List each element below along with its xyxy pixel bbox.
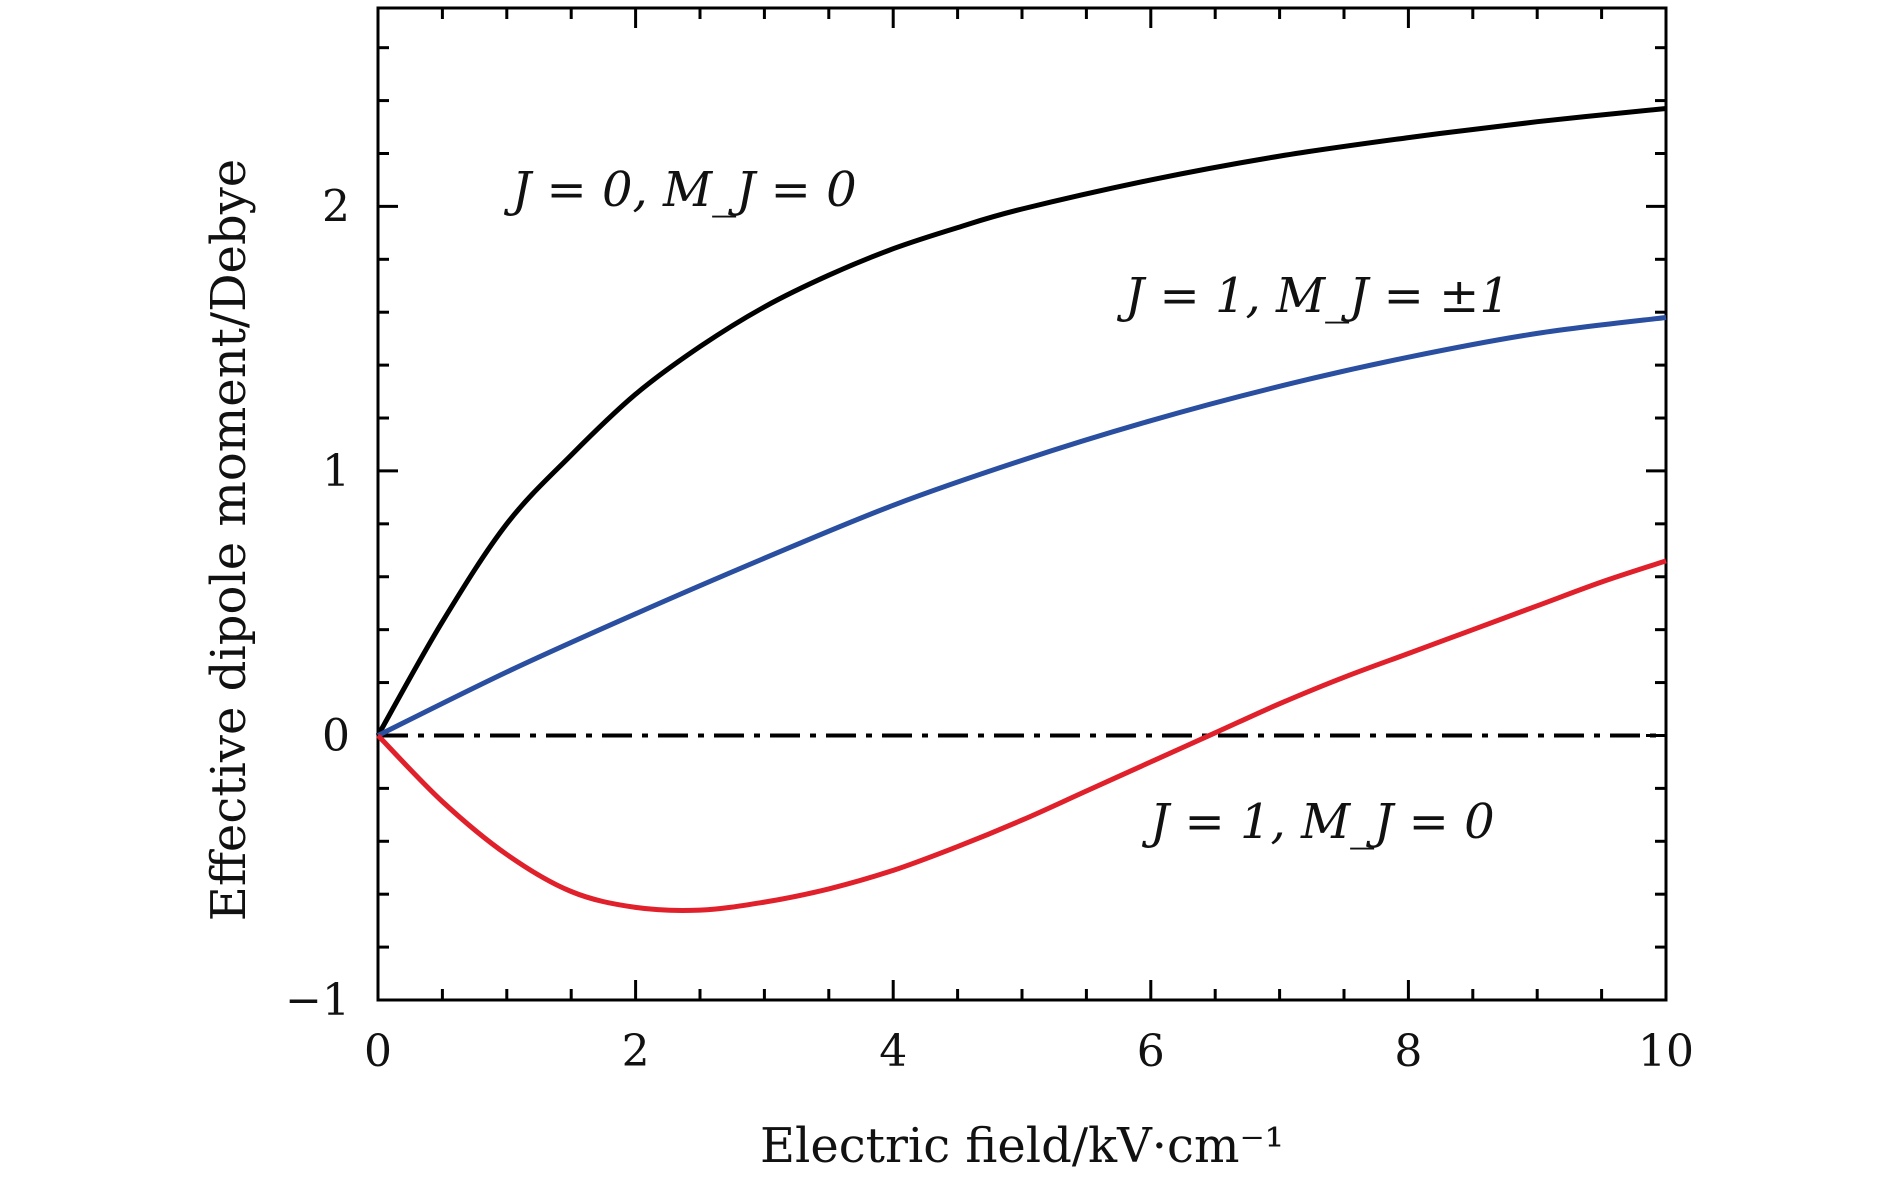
series-line-1 [375,106,1667,737]
plot-frame [376,6,1668,1002]
annotation-j1-mj-pm1: J = 1, M_J = ±1 [1116,268,1510,324]
x-tick-label: 10 [1638,1026,1694,1077]
x-tick-label: 0 [364,1026,392,1077]
annotation-j0-mj0: J = 0, M_J = 0 [503,162,857,218]
annotation-j1-mj0-text: J = 1, M_J = 0 [1141,794,1495,850]
y-tick-label: 2 [322,181,350,232]
annotation-j1-mj0: J = 1, M_J = 0 [1141,794,1495,850]
series-layer [375,106,1667,913]
y-tick-label: −1 [285,975,350,1026]
series-line-2 [376,315,1667,738]
axis-ticks [376,8,1668,1002]
y-tick-label: 0 [322,710,350,761]
x-tick-label: 8 [1394,1026,1422,1077]
x-tick-label: 6 [1137,1026,1165,1077]
x-tick-label: 4 [879,1026,907,1077]
tick-labels: 0 2 4 6 8 10 −1 0 1 2 [285,181,1694,1077]
x-tick-label: 2 [622,1026,650,1077]
x-axis-label: Electric field/kV·cm⁻¹ [760,1118,1284,1174]
series-line-3 [376,558,1667,913]
annotation-j0-mj0-text: J = 0, M_J = 0 [503,162,857,218]
y-tick-label: 1 [322,446,350,497]
y-axis-label: Effective dipole moment/Debye [201,159,257,921]
annotation-j1-mj-pm1-text: J = 1, M_J = ±1 [1116,268,1510,324]
